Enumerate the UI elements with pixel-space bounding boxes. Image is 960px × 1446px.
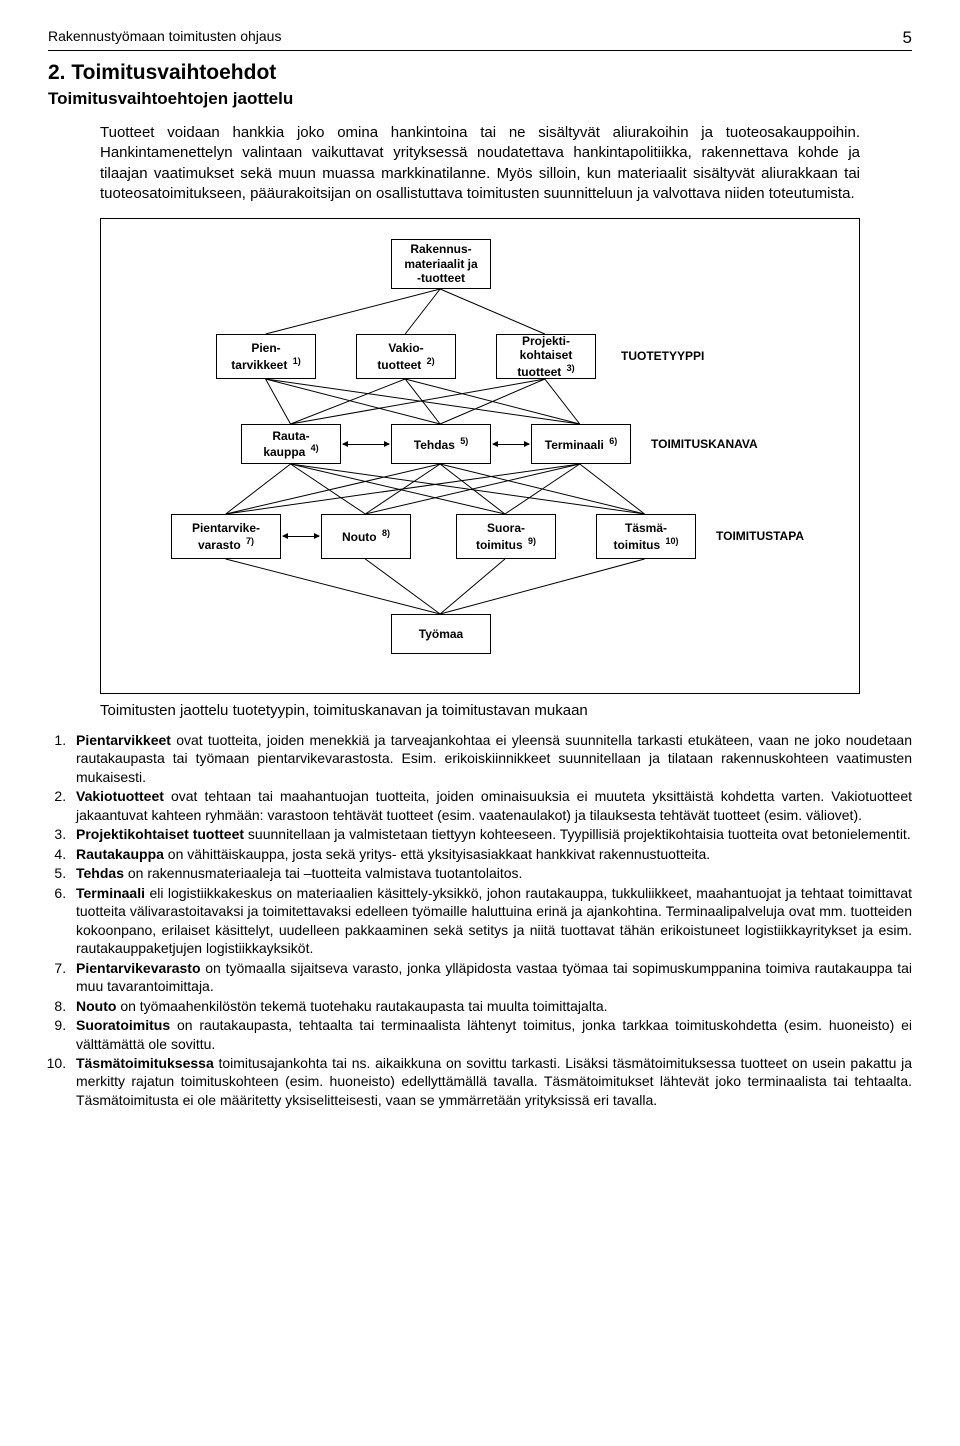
subsection-title: Toimitusvaihtoehtojen jaottelu bbox=[48, 89, 912, 109]
node-top: Rakennus- materiaalit ja -tuotteet bbox=[391, 239, 491, 289]
node-tyomaa-label: Työmaa bbox=[419, 627, 463, 641]
diagram-frame: Rakennus- materiaalit ja -tuotteet Pien-… bbox=[100, 218, 860, 694]
header-title: Rakennustyömaan toimitusten ohjaus bbox=[48, 28, 281, 48]
arrow-r2-ab bbox=[343, 444, 389, 445]
section-title: 2. Toimitusvaihtoehdot bbox=[48, 61, 912, 85]
definitions-list: Pientarvikkeet ovat tuotteita, joiden me… bbox=[48, 731, 912, 1109]
def-6: Terminaali eli logistiikkakeskus on mate… bbox=[70, 884, 912, 958]
node-pientarvikevarasto: Pientarvike- varasto 7) bbox=[171, 514, 281, 559]
intro-paragraph: Tuotteet voidaan hankkia joko omina hank… bbox=[48, 123, 912, 204]
def-4: Rautakauppa on vähittäiskauppa, josta se… bbox=[70, 845, 912, 863]
label-tuotetyyppi: TUOTETYYPPI bbox=[621, 349, 704, 363]
node-projektikohtaiset: Projekti- kohtaiset tuotteet 3) bbox=[496, 334, 596, 379]
def-5: Tehdas on rakennusmateriaaleja tai –tuot… bbox=[70, 864, 912, 882]
node-suoratoimitus: Suora- toimitus 9) bbox=[456, 514, 556, 559]
def-9: Suoratoimitus on rautakaupasta, tehtaalt… bbox=[70, 1016, 912, 1053]
def-10: Täsmätoimituksessa toimitusajankohta tai… bbox=[70, 1054, 912, 1109]
arrow-r2-bc bbox=[493, 444, 529, 445]
node-nouto: Nouto 8) bbox=[321, 514, 411, 559]
page-header: Rakennustyömaan toimitusten ohjaus 5 bbox=[48, 28, 912, 51]
header-page-number: 5 bbox=[903, 28, 912, 48]
label-toimituskanava: TOIMITUSKANAVA bbox=[651, 437, 758, 451]
arrow-r3-ab bbox=[283, 536, 319, 537]
node-vakiotuotteet: Vakio- tuotteet 2) bbox=[356, 334, 456, 379]
label-toimitustapa: TOIMITUSTAPA bbox=[716, 529, 804, 543]
diagram: Rakennus- materiaalit ja -tuotteet Pien-… bbox=[111, 239, 849, 669]
node-tasmatoimitus: Täsmä- toimitus 10) bbox=[596, 514, 696, 559]
def-2: Vakiotuotteet ovat tehtaan tai maahantuo… bbox=[70, 787, 912, 824]
node-tehdas: Tehdas 5) bbox=[391, 424, 491, 464]
def-7: Pientarvikevarasto on työmaalla sijaitse… bbox=[70, 959, 912, 996]
node-rautakauppa: Rauta- kauppa 4) bbox=[241, 424, 341, 464]
def-8: Nouto on työmaahenkilöstön tekemä tuoteh… bbox=[70, 997, 912, 1015]
node-terminaali: Terminaali 6) bbox=[531, 424, 631, 464]
def-3: Projektikohtaiset tuotteet suunnitellaan… bbox=[70, 825, 912, 843]
diagram-caption: Toimitusten jaottelu tuotetyypin, toimit… bbox=[100, 702, 860, 719]
node-tyomaa: Työmaa bbox=[391, 614, 491, 654]
node-top-label: Rakennus- materiaalit ja -tuotteet bbox=[404, 242, 477, 285]
node-pientarvikkeet: Pien- tarvikkeet 1) bbox=[216, 334, 316, 379]
def-1: Pientarvikkeet ovat tuotteita, joiden me… bbox=[70, 731, 912, 786]
